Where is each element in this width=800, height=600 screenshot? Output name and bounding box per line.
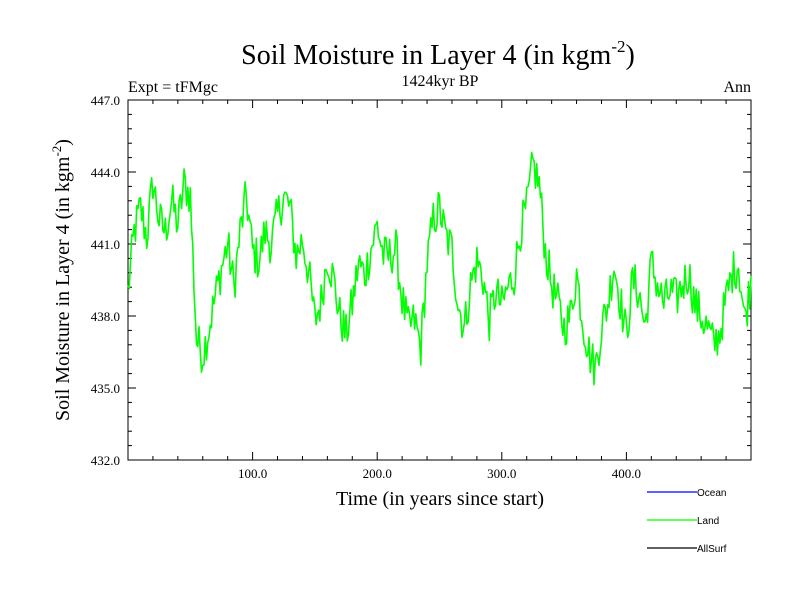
x-tick-label: 200.0 — [363, 466, 392, 481]
y-axis-label: Soil Moisture in Layer 4 (in kgm-2) — [49, 139, 74, 421]
chart-title-sup: -2 — [611, 37, 625, 56]
legend-label-allsurf: AllSurf — [697, 544, 727, 555]
chart-title: Soil Moisture in Layer 4 (in kgm-2) — [241, 37, 635, 71]
y-axis-label-main: Soil Moisture in Layer 4 (in kgm — [52, 156, 74, 421]
y-axis-label-sup: -2 — [49, 146, 64, 157]
y-tick-label: 432.0 — [91, 453, 120, 468]
chart-title-main: Soil Moisture in Layer 4 (in kgm — [241, 40, 611, 71]
chart-title-close: ) — [626, 40, 635, 71]
series-line-land — [127, 151, 752, 386]
x-tick-label: 100.0 — [238, 466, 267, 481]
legend-label-land: Land — [697, 516, 719, 527]
x-tick-label: 300.0 — [487, 466, 516, 481]
data-series — [127, 151, 752, 386]
chart-subtitle: 1424kyr BP — [402, 73, 479, 90]
y-tick-label: 441.0 — [91, 237, 120, 252]
axis-ticks: 100.0 200.0 300.0 400.0 432.0 435.0 438.0 441.0… — [91, 93, 751, 481]
y-tick-label: 438.0 — [91, 309, 120, 324]
experiment-label: Expt = tFMgc — [128, 79, 218, 96]
y-tick-label: 444.0 — [91, 165, 120, 180]
x-tick-label: 400.0 — [612, 466, 641, 481]
y-tick-label: 447.0 — [91, 93, 120, 108]
season-label: Ann — [723, 79, 751, 96]
y-tick-label: 435.0 — [91, 381, 120, 396]
legend-label-ocean: Ocean — [697, 488, 726, 499]
legend: Ocean Land AllSurf — [647, 488, 727, 555]
y-axis-label-close: ) — [52, 139, 74, 146]
x-axis-label: Time (in years since start) — [336, 488, 544, 510]
